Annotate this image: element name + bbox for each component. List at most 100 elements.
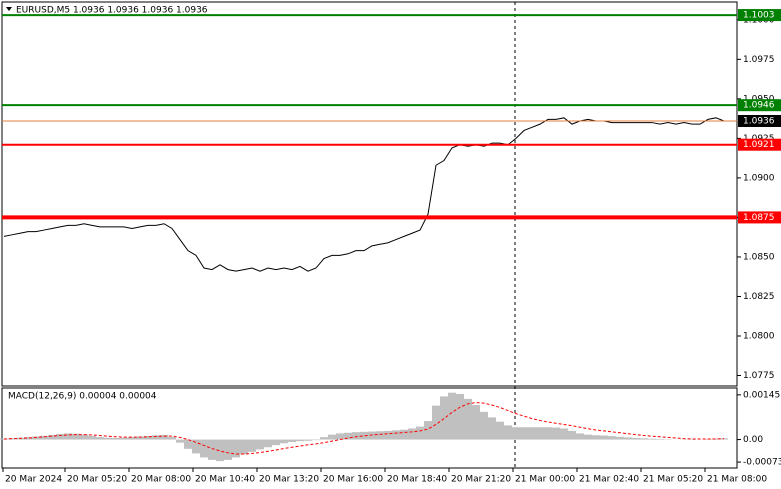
histogram-bar [96,437,104,440]
histogram-bar [648,438,656,440]
histogram-bar [432,405,440,440]
histogram-bar [712,438,720,440]
histogram-bar [496,421,504,440]
x-tick-label: 20 Mar 2024 [5,475,62,485]
histogram-bar [424,421,432,440]
histogram-bar [216,439,224,462]
x-tick-label: 20 Mar 08:00 [131,475,191,485]
y-tick-label: 0.00145 [743,390,780,400]
histogram-bar [144,435,152,440]
histogram-bar [456,393,464,440]
histogram-bar [128,437,136,440]
histogram-bar [416,426,424,440]
histogram-bar [560,428,568,440]
histogram-bar [608,436,616,440]
histogram-bar [512,427,520,440]
histogram-bar [360,431,368,440]
histogram-bar [632,438,640,440]
histogram-bar [584,434,592,440]
histogram-bar [624,437,632,440]
x-tick-label: 20 Mar 18:40 [387,475,447,485]
level-label-box [738,114,781,127]
histogram-bar [104,437,112,440]
histogram-bar [0,438,8,440]
macd-title: MACD(12,26,9) 0.00004 0.00004 [8,392,157,402]
y-tick-label: 1.0850 [743,252,775,262]
histogram-bar [88,435,96,440]
signal-line [3,402,725,455]
histogram-bar [248,439,256,452]
histogram-bar [56,434,64,440]
histogram-bar [568,430,576,440]
histogram-bar [152,435,160,440]
y-tick-label: 0.00 [743,435,763,445]
histogram-bar [120,437,128,440]
histogram-bar [592,435,600,440]
histogram-bar [64,433,72,440]
chart-title: EURUSD,M5 1.0936 1.0936 1.0936 1.0936 [16,6,208,16]
histogram-bar [240,439,248,455]
histogram-bar [336,433,344,440]
histogram-bar [160,434,168,440]
histogram-bar [392,430,400,440]
histogram-bar [200,439,208,458]
histogram-bar [576,433,584,440]
histogram-bar [80,434,88,440]
x-tick-label: 21 Mar 00:00 [515,475,575,485]
histogram-bar [368,431,376,440]
histogram-bar [24,437,32,440]
histogram-bar [400,429,408,440]
level-label-box [738,138,781,151]
histogram-bar [184,439,192,449]
histogram-bar [312,439,320,441]
histogram-bar [448,392,456,440]
histogram-bar [168,437,176,440]
histogram-bar [40,435,48,440]
histogram-bar [640,438,648,440]
histogram-bar [192,439,200,454]
histogram-bar [440,396,448,440]
histogram-bar [328,434,336,440]
x-tick-label: 21 Mar 05:20 [643,475,703,485]
histogram-bar [344,432,352,440]
y-tick-label: 1.0775 [743,371,775,381]
histogram-bar [480,411,488,440]
histogram-bar [616,436,624,440]
histogram-bar [208,439,216,460]
price-panel [1,1,738,387]
histogram-bar [232,439,240,458]
level-label: 1.0875 [743,213,775,223]
y-tick-label: 1.0900 [743,173,775,183]
histogram-bar [72,433,80,440]
y-tick-label: 1.0800 [743,331,775,341]
histogram-bar [112,438,120,440]
menu-arrow [6,7,12,11]
histogram-bar [304,439,312,441]
histogram-bar [32,436,40,440]
x-tick-label: 20 Mar 05:20 [67,475,127,485]
histogram-bar [408,428,416,440]
histogram-bar [600,435,608,440]
histogram-bar [472,405,480,440]
macd-panel [1,387,738,469]
histogram-bar [224,439,232,460]
y-tick-label: 1.0975 [743,55,775,65]
histogram-bar [176,439,184,443]
level-label: 1.0921 [743,140,775,150]
x-tick-label: 20 Mar 21:20 [451,475,511,485]
histogram-bar [264,439,272,448]
histogram-bar [280,439,288,444]
x-tick-label: 21 Mar 02:40 [579,475,639,485]
histogram-bar [488,417,496,440]
y-tick-label: -0.00073 [743,458,781,468]
histogram-bar [136,436,144,440]
histogram-bar [528,427,536,440]
histogram-bar [288,439,296,443]
histogram-bar [256,439,264,450]
histogram-bar [320,437,328,440]
level-label-box [738,9,781,22]
x-tick-label: 20 Mar 10:40 [195,475,255,485]
